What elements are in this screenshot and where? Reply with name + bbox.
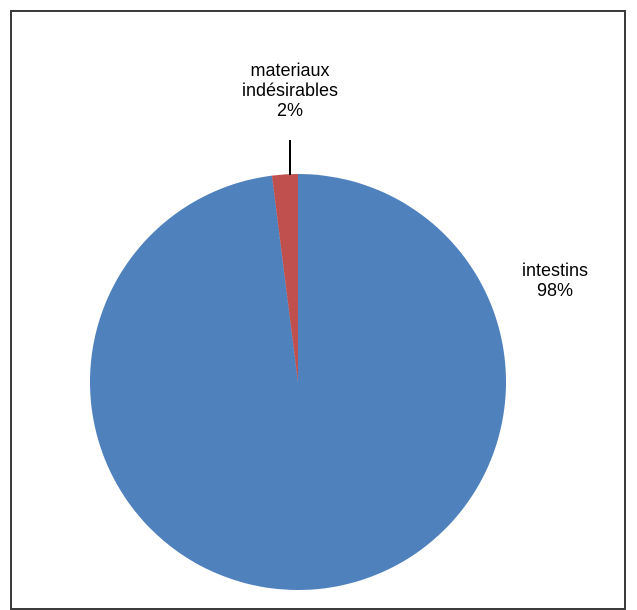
slice-percent-intestins: 98%	[536, 280, 574, 300]
slice-label-intestins-line1: intestins	[521, 260, 589, 280]
pie-slice-materiaux	[271, 174, 298, 382]
pie-slice-intestins	[89, 174, 506, 590]
slice-percent-materiaux: 2%	[276, 100, 303, 120]
slice-label-materiaux: materiaux indésirables 2%	[200, 60, 380, 120]
slice-label-intestins: intestins 98%	[505, 260, 605, 300]
pie-slices	[89, 174, 506, 590]
slice-label-materiaux-line1: materiaux	[250, 60, 330, 80]
slice-label-materiaux-line2: indésirables	[241, 80, 339, 100]
